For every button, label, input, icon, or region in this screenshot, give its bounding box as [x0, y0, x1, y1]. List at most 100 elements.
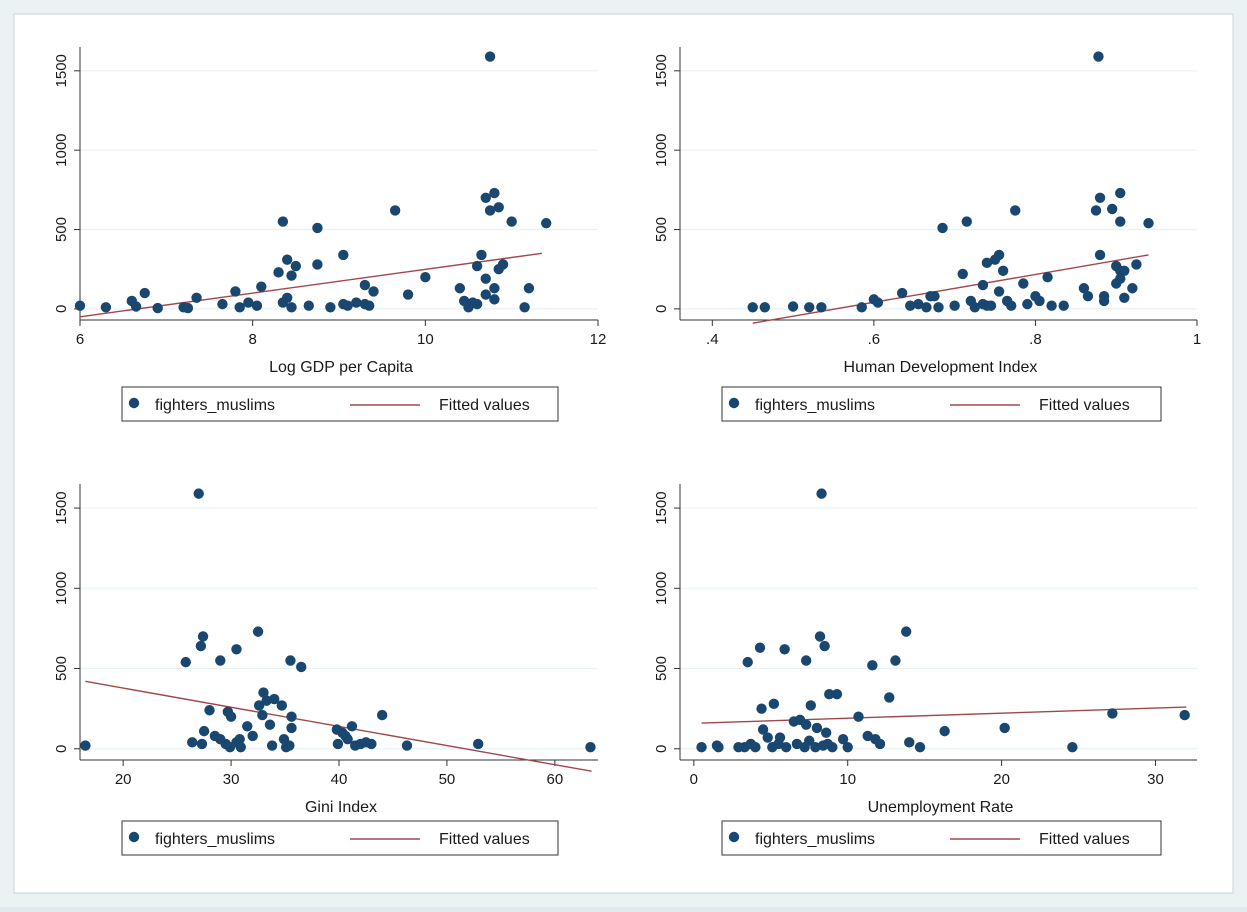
legend-label-scatter: fighters_muslims: [155, 397, 275, 414]
data-point: [541, 217, 552, 229]
data-point: [454, 283, 466, 294]
data-point: [342, 300, 353, 311]
data-point: [290, 260, 302, 272]
data-point: [231, 644, 242, 655]
data-point: [187, 737, 198, 748]
data-point: [819, 640, 830, 652]
data-point: [256, 281, 267, 292]
x-tick-label: 12: [590, 331, 607, 348]
data-point: [215, 655, 226, 666]
data-point: [999, 722, 1010, 734]
data-point: [286, 270, 297, 281]
fitted-line: [752, 254, 1149, 324]
data-point: [816, 488, 827, 499]
x-tick-label: 50: [439, 771, 456, 788]
data-point: [489, 187, 500, 199]
legend-label-fitted: Fitted values: [439, 831, 530, 848]
chart-panel-3: 0 500 1000 1500 20 30 40 50 60 Gini Index fighters…: [53, 484, 598, 856]
legend-box: [121, 386, 559, 422]
chart-panel-1: 0 500 1000 1500 6 8 10 12 Log GDP per Capita figh…: [53, 47, 607, 422]
data-point: [282, 292, 293, 303]
data-point: [1127, 283, 1138, 294]
y-tick-label: 0: [653, 305, 670, 313]
data-point: [985, 300, 997, 311]
data-point: [366, 738, 377, 750]
data-point: [1042, 271, 1053, 283]
data-point: [197, 631, 209, 642]
data-point: [471, 298, 483, 310]
data-point: [913, 298, 924, 310]
data-point: [824, 689, 835, 700]
data-point: [921, 302, 932, 313]
data-point: [225, 711, 237, 722]
data-point: [191, 292, 202, 303]
data-point: [1131, 259, 1142, 270]
legend-label-fitted: Fitted values: [1039, 397, 1130, 414]
data-point: [867, 660, 878, 671]
data-point: [489, 283, 500, 294]
data-point: [351, 297, 362, 308]
data-point: [1093, 51, 1104, 62]
data-point: [1082, 290, 1094, 302]
data-point: [480, 289, 491, 300]
data-point: [757, 724, 769, 735]
data-point: [402, 289, 414, 300]
data-point: [900, 626, 912, 637]
data-point: [779, 644, 790, 655]
data-point: [523, 283, 535, 294]
data-point: [762, 732, 773, 743]
data-point: [696, 741, 707, 753]
x-axis-label: Unemployment Rate: [868, 799, 1014, 816]
data-point: [872, 297, 884, 308]
data-point: [750, 741, 761, 753]
x-tick-label: 20: [115, 771, 132, 788]
data-point: [242, 721, 253, 732]
data-point: [884, 692, 895, 703]
data-point: [890, 655, 901, 666]
y-tick-label: 1000: [653, 572, 670, 605]
data-point: [506, 216, 517, 227]
data-point: [896, 287, 908, 299]
data-point: [837, 733, 849, 745]
data-point: [196, 738, 208, 750]
plot-area: [80, 484, 598, 760]
data-point: [804, 302, 815, 313]
y-tick-label: 0: [53, 305, 70, 313]
plot-area: [680, 47, 1197, 320]
legend-box: [721, 386, 1162, 422]
data-point: [957, 268, 968, 280]
legend-marker: [728, 831, 740, 843]
data-point: [342, 733, 353, 745]
data-point: [874, 738, 886, 750]
data-point: [285, 655, 296, 666]
data-point: [269, 693, 280, 705]
legend-label-scatter: fighters_muslims: [755, 831, 875, 848]
data-point: [368, 286, 379, 297]
x-tick-label: .8: [1029, 331, 1042, 348]
data-point: [282, 254, 293, 265]
legend-box: [721, 820, 1162, 856]
data-point: [204, 705, 215, 716]
data-point: [80, 740, 91, 751]
x-tick-label: .4: [706, 331, 719, 348]
data-point: [904, 737, 915, 748]
data-point: [325, 302, 336, 313]
x-tick-label: 60: [546, 771, 563, 788]
data-point: [338, 249, 349, 261]
x-tick-label: 40: [331, 771, 348, 788]
data-point: [251, 300, 263, 311]
data-point: [1143, 217, 1154, 229]
x-tick-label: 0: [690, 771, 698, 788]
data-point: [1046, 300, 1057, 311]
data-point: [814, 631, 826, 642]
data-point: [800, 655, 812, 666]
data-point: [180, 656, 191, 668]
data-point: [1067, 741, 1078, 753]
data-point: [856, 302, 867, 313]
data-point: [993, 249, 1005, 261]
y-tick-label: 1000: [53, 133, 70, 166]
data-point: [961, 216, 972, 227]
data-point: [805, 700, 816, 711]
data-point: [800, 719, 812, 730]
data-point: [234, 302, 245, 313]
